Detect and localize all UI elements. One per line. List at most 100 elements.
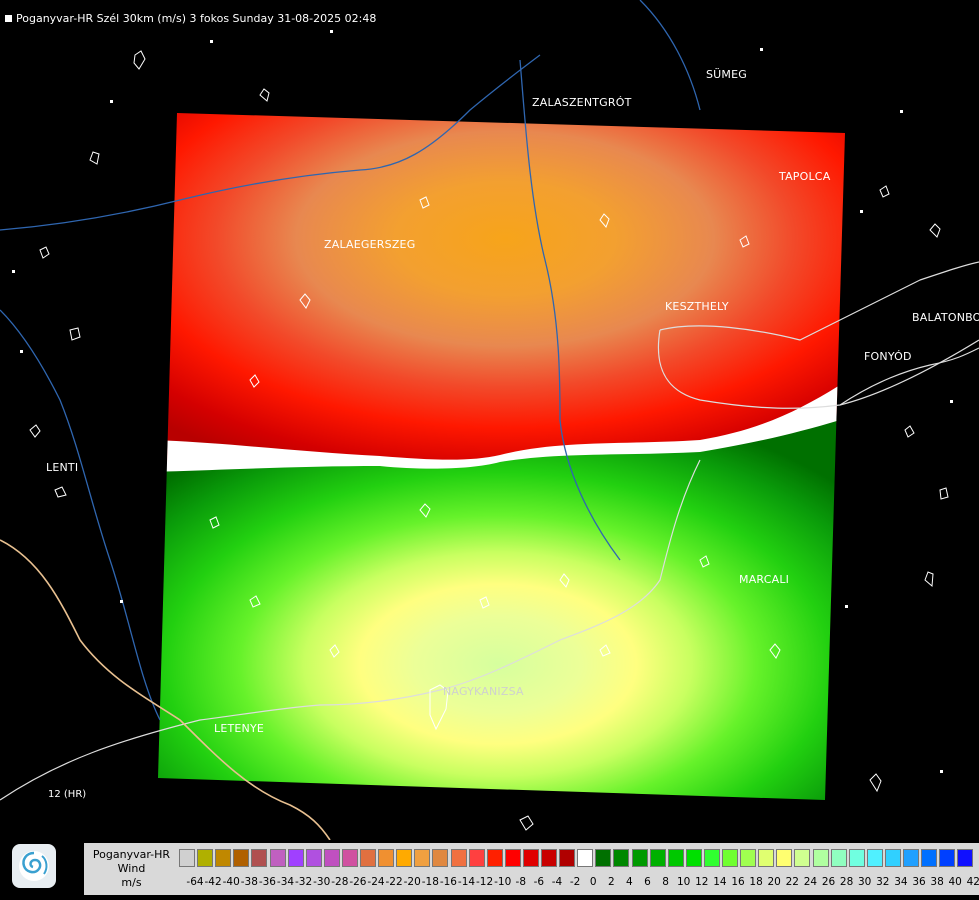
rivers (0, 0, 701, 721)
legend-tick-label: -32 (295, 876, 313, 888)
legend-station: Poganyvar-HR (92, 848, 171, 861)
legend-swatch (522, 849, 539, 867)
legend-swatch (486, 849, 503, 867)
legend-swatch (794, 849, 811, 867)
legend-tick-label: 28 (839, 876, 854, 888)
legend-swatch (360, 849, 376, 867)
legend-tick-label: 4 (626, 876, 633, 888)
legend-tick-label: -24 (367, 876, 385, 888)
legend-swatch (848, 849, 865, 867)
city-label-nagykanizsa: NAGYKANIZSA (443, 685, 524, 698)
legend-swatch (631, 849, 648, 867)
legend-tick-label: 16 (731, 876, 745, 888)
legend-tick-label: -14 (457, 876, 476, 888)
legend-tick-label: 8 (662, 876, 669, 888)
legend-tick-label: -34 (276, 876, 295, 888)
legend-tick-label: -4 (551, 876, 563, 888)
legend-tick-label: 14 (713, 876, 727, 888)
legend-tick-label: 18 (749, 876, 763, 888)
legend-swatch (812, 849, 829, 867)
legend-tick-label: 30 (858, 876, 872, 888)
color-scale: -64 -42 -40 -38 -36 -34 -32 -30 -28 -26 -24 -22 -20-… (179, 843, 979, 895)
legend-tick-label: -12 (476, 876, 494, 888)
city-label-fonyod: FONYÓD (864, 350, 912, 363)
legend-title-box: Poganyvar-HR Wind m/s (84, 843, 179, 895)
legend-swatch (884, 849, 901, 867)
logo-icon (12, 844, 56, 888)
legend-tick-label: -26 (349, 876, 367, 888)
legend-swatch (667, 849, 684, 867)
legend-tick-label: -64 (186, 876, 204, 888)
legend-tick-label: 32 (876, 876, 890, 888)
legend-swatch (703, 849, 720, 867)
legend-tick-label: -28 (331, 876, 349, 888)
legend-swatch (251, 849, 268, 867)
legend-tick-label: 36 (912, 876, 926, 888)
road-label-12: 12 (HR) (48, 789, 87, 800)
settlement-outlines (29, 50, 949, 831)
city-label-lenti: LENTI (46, 461, 79, 474)
legend-swatch (233, 849, 250, 867)
legend-tick-label: 40 (948, 876, 962, 888)
legend-swatch (939, 849, 956, 867)
city-label-zalaszentgrot: ZALASZENTGRÓT (532, 96, 632, 109)
legend-swatch (287, 849, 304, 867)
city-label-marcali: MARCALI (739, 573, 790, 586)
roads (0, 261, 979, 801)
legend-tick-label: -22 (385, 876, 403, 888)
legend-swatch (649, 849, 666, 867)
legend-tick-label: -2 (569, 876, 581, 888)
legend-tick-label: -30 (313, 876, 331, 888)
legend-swatch (559, 849, 576, 867)
legend-tick-label: -10 (494, 876, 512, 888)
legend-tick-label: 10 (677, 876, 691, 888)
legend-swatch (685, 849, 702, 867)
legend-tick-label: -38 (240, 876, 258, 888)
city-label-letenye: LETENYE (214, 722, 265, 735)
legend-swatch (613, 849, 630, 867)
legend-swatch (450, 849, 467, 867)
legend-swatch (179, 849, 195, 867)
legend-swatch (541, 849, 557, 867)
legend-tick-label: 2 (607, 876, 615, 888)
map-title: Poganyvar-HR Szél 30km (m/s) 3 fokos Sun… (16, 12, 377, 25)
legend-tick-label: 26 (821, 876, 836, 888)
legend-swatch (577, 849, 594, 867)
legend-tick-label: -42 (204, 876, 222, 888)
city-label-balatonboglar: BALATONBO (912, 311, 979, 324)
legend-swatch (830, 849, 847, 867)
legend-swatch (758, 849, 775, 867)
legend-swatch (323, 849, 340, 867)
legend-swatch (776, 849, 793, 867)
legend-swatch (305, 849, 322, 867)
border (0, 539, 331, 841)
legend-tick-label: -8 (515, 876, 527, 888)
legend-unit: m/s (121, 876, 142, 889)
legend-swatch (432, 849, 449, 867)
legend-tick-label: 38 (930, 876, 944, 888)
legend-tick-label: -16 (439, 876, 457, 888)
legend-swatch (957, 849, 974, 867)
legend-tick-label: -18 (421, 876, 439, 888)
legend-swatch (903, 849, 919, 867)
legend-tick-label: 12 (695, 876, 709, 888)
legend-tick-label: 42 (966, 876, 979, 888)
legend-swatch (866, 849, 883, 867)
title-marker (5, 15, 12, 22)
city-label-zalaegerszeg: ZALAEGERSZEG (324, 238, 416, 251)
legend-tick-label: 6 (644, 876, 651, 888)
city-label-keszthely: KESZTHELY (665, 300, 729, 313)
legend-tick-label: 22 (785, 876, 799, 888)
settlement-dots (12, 30, 953, 773)
legend-swatch (396, 849, 413, 867)
legend-tick-label: -40 (222, 876, 240, 888)
legend-tick-label: -36 (258, 876, 276, 888)
legend-tick-label: 34 (894, 876, 908, 888)
legend-swatch (269, 849, 286, 867)
legend-swatch (341, 849, 358, 867)
legend-swatch (197, 849, 214, 867)
legend-swatch (722, 849, 738, 867)
legend-swatch (468, 849, 485, 867)
wind-field (158, 113, 845, 800)
